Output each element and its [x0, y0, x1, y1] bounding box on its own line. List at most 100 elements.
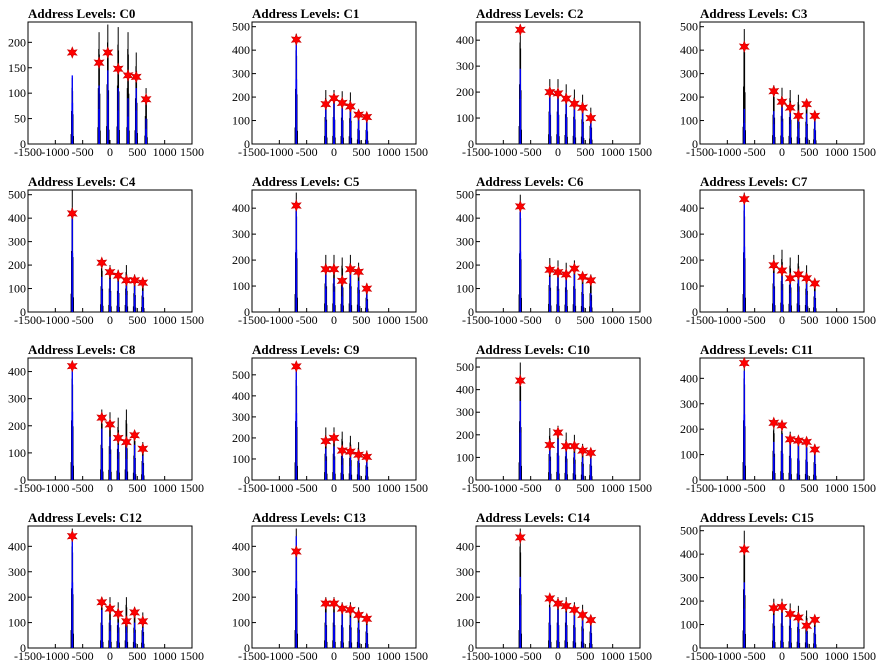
- chart-svg: 0 100 200 300 400 -1500 -1000 -500 0 500 1000 1500: [456, 525, 652, 663]
- y-tick-label: 500: [8, 188, 26, 202]
- x-tick-label: 1500: [180, 649, 204, 663]
- x-tick-label: 1000: [153, 145, 177, 159]
- x-tick-label: -1000: [713, 313, 741, 327]
- x-tick-label: 1500: [180, 145, 204, 159]
- x-tick-label: -1500: [14, 145, 42, 159]
- y-tick-label: 200: [456, 590, 474, 604]
- x-tick-label: 0: [107, 145, 113, 159]
- x-tick-label: -1500: [686, 145, 714, 159]
- y-tick-label: 100: [8, 446, 26, 460]
- chart-panel-c15: Address Levels: C15 0 100 200 300 400 500 -1500…: [672, 504, 896, 672]
- x-tick-label: 1000: [601, 313, 625, 327]
- chart-title: Address Levels: C2: [476, 6, 584, 21]
- peak-marker: [544, 438, 556, 452]
- peak-marker: [792, 611, 804, 624]
- x-tick-label: -500: [744, 481, 766, 495]
- peak-marker: [544, 263, 556, 277]
- x-tick-label: 1000: [153, 481, 177, 495]
- y-tick-label: 100: [680, 279, 698, 293]
- y-tick-label: 100: [456, 111, 474, 125]
- chart-svg: 0 100 200 300 400 500 -1500 -1000 -500 0 500 1000 15…: [680, 524, 876, 663]
- peak-marker: [585, 446, 597, 460]
- x-tick-label: -1000: [265, 313, 293, 327]
- peak-marker: [137, 615, 149, 628]
- chart-panel-c14: Address Levels: C14 0 100 200 300 400 -1500 -10…: [448, 504, 672, 672]
- x-tick-label: 1000: [601, 145, 625, 159]
- y-tick-label: 200: [680, 253, 698, 267]
- peak-marker: [336, 274, 348, 288]
- peak-marker: [809, 109, 821, 123]
- y-tick-label: 200: [680, 422, 698, 436]
- x-tick-label: 500: [352, 481, 370, 495]
- peak-marker: [361, 282, 373, 295]
- chart-svg: 0 100 200 300 400 500 -1500 -1000 -500 0 500 1000 15…: [680, 20, 876, 159]
- y-tick-label: 200: [456, 258, 474, 272]
- peak-marker: [585, 613, 597, 627]
- x-tick-label: -500: [296, 649, 318, 663]
- chart-panel-c4: Address Levels: C4 0 100 200 300 400 500 -1500-…: [0, 168, 224, 336]
- chart-svg: 0 100 200 300 400 500 -1500 -1000 -500 0 500 1000 15…: [456, 188, 652, 327]
- peak-marker: [768, 416, 780, 430]
- y-tick-label: 300: [8, 565, 26, 579]
- peak-marker: [140, 92, 152, 106]
- y-tick-label: 200: [8, 419, 26, 433]
- peak-marker: [66, 207, 78, 220]
- peak-marker: [66, 529, 78, 543]
- x-tick-label: 1500: [180, 313, 204, 327]
- x-tick-label: -1000: [265, 649, 293, 663]
- chart-svg: 0 100 200 300 400 500 -1500 -1000 -500 0 500 1000 15…: [8, 188, 204, 327]
- y-tick-label: 400: [8, 365, 26, 379]
- y-tick-label: 200: [8, 590, 26, 604]
- y-tick-label: 0: [468, 473, 474, 487]
- x-tick-label: 1500: [404, 145, 428, 159]
- x-tick-label: 1000: [377, 145, 401, 159]
- x-tick-label: -1000: [489, 649, 517, 663]
- x-tick-label: -1000: [41, 649, 69, 663]
- peak-marker: [738, 192, 750, 206]
- y-tick-label: 0: [244, 641, 250, 655]
- chart-title: Address Levels: C5: [252, 174, 360, 189]
- peak-marker: [801, 619, 813, 633]
- y-tick-label: 0: [692, 641, 698, 655]
- x-tick-label: 1000: [825, 145, 849, 159]
- y-tick-label: 0: [468, 641, 474, 655]
- x-tick-label: 1000: [377, 313, 401, 327]
- peak-marker: [137, 442, 149, 456]
- peak-marker: [776, 419, 788, 432]
- x-tick-label: 0: [779, 481, 785, 495]
- peak-marker: [577, 444, 589, 457]
- y-tick-label: 300: [456, 405, 474, 419]
- peak-marker: [568, 97, 580, 111]
- peak-marker: [320, 434, 332, 448]
- peak-marker: [290, 199, 302, 212]
- peak-marker: [809, 443, 821, 456]
- peak-marker: [801, 97, 813, 111]
- peak-marker: [514, 531, 526, 544]
- peak-marker: [353, 608, 365, 622]
- peak-marker: [560, 92, 572, 105]
- x-tick-label: -1000: [265, 145, 293, 159]
- x-tick-label: 0: [779, 649, 785, 663]
- chart-panel-c3: Address Levels: C3 0 100 200 300 400 500 -1500-…: [672, 0, 896, 168]
- x-tick-label: 0: [779, 145, 785, 159]
- x-tick-label: 0: [107, 649, 113, 663]
- peak-marker: [514, 374, 526, 387]
- peak-marker: [560, 439, 572, 453]
- x-tick-label: -1500: [462, 481, 490, 495]
- peak-marker: [112, 62, 124, 76]
- y-tick-label: 500: [456, 360, 474, 374]
- peak-marker: [328, 262, 340, 276]
- x-tick-label: 1500: [852, 313, 876, 327]
- chart-svg: 0 100 200 300 400 -1500 -1000 -500 0 500 1000 1500: [456, 21, 652, 159]
- peak-marker: [361, 450, 373, 464]
- peak-marker: [120, 615, 132, 628]
- x-tick-label: 500: [128, 313, 146, 327]
- x-tick-label: 1500: [852, 649, 876, 663]
- x-tick-label: -500: [520, 481, 542, 495]
- y-tick-label: 100: [232, 279, 250, 293]
- x-tick-label: 0: [331, 481, 337, 495]
- x-tick-label: 0: [555, 481, 561, 495]
- peak-marker: [544, 85, 556, 99]
- chart-svg: 0 100 200 300 400 500 -1500 -1000 -500 0 500 1000 15…: [456, 357, 652, 495]
- x-tick-label: 0: [107, 481, 113, 495]
